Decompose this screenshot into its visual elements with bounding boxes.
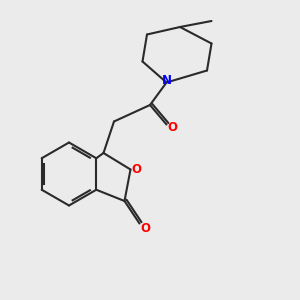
Text: O: O [131, 163, 141, 176]
Text: N: N [161, 74, 172, 88]
Text: O: O [167, 121, 178, 134]
Text: O: O [140, 221, 151, 235]
